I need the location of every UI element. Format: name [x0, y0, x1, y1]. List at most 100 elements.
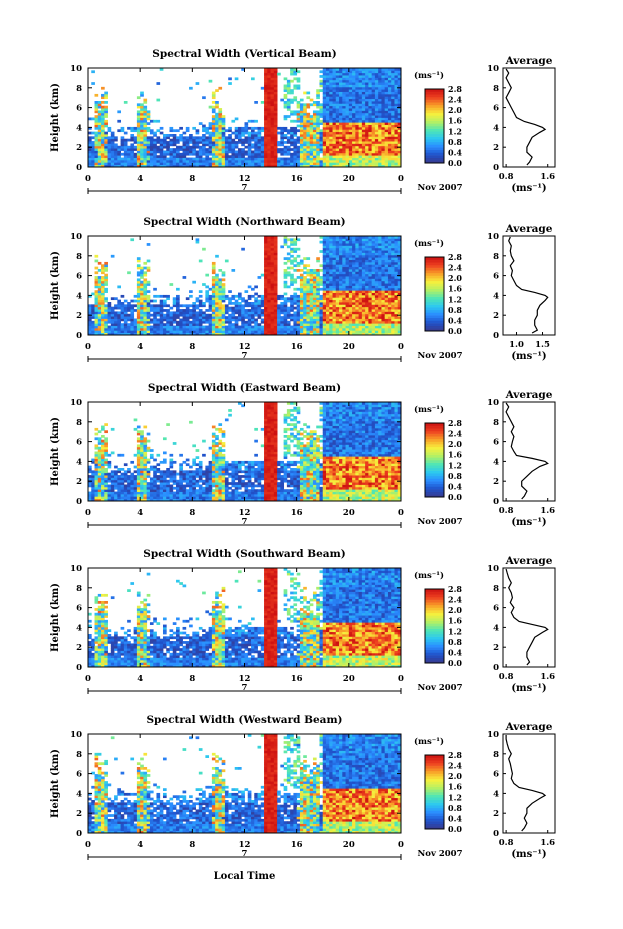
- heatmap-cell: [371, 278, 376, 282]
- heatmap-cell: [195, 155, 200, 158]
- heatmap-cell: [365, 325, 369, 329]
- heatmap-cell: [215, 306, 219, 310]
- heatmap-cell: [381, 318, 386, 322]
- heatmap-cell: [120, 164, 125, 168]
- heatmap-cell: [397, 75, 402, 78]
- heatmap-cell: [342, 304, 346, 308]
- heatmap-cell: [149, 131, 154, 135]
- heatmap-cell: [309, 330, 314, 334]
- heatmap-cell: [322, 330, 327, 334]
- heatmap-cell: [293, 320, 298, 324]
- heatmap-cell: [322, 325, 327, 329]
- heatmap-cell: [140, 294, 144, 298]
- heatmap-cell: [394, 79, 399, 83]
- heatmap-cell: [257, 316, 262, 319]
- heatmap-cell: [345, 238, 350, 242]
- heatmap-cell: [260, 332, 265, 336]
- heatmap-cell: [348, 126, 353, 130]
- heatmap-cell: [296, 287, 301, 291]
- heatmap-cell: [332, 155, 337, 158]
- heatmap-cell: [381, 117, 386, 121]
- heatmap-cell: [345, 304, 350, 308]
- heatmap-cell: [136, 159, 141, 163]
- heatmap-cell: [267, 318, 271, 322]
- heatmap-cell: [299, 273, 304, 277]
- heatmap-cell: [211, 136, 216, 140]
- heatmap-cell: [368, 145, 373, 149]
- heatmap-cell: [280, 332, 285, 336]
- heatmap-cell: [374, 152, 379, 156]
- heatmap-cell: [247, 126, 252, 130]
- heatmap-cell: [306, 257, 311, 260]
- heatmap-cell: [345, 70, 350, 74]
- heatmap-cell: [293, 98, 298, 102]
- heatmap-cell: [365, 283, 369, 286]
- heatmap-cell: [378, 150, 382, 154]
- heatmap-cell: [329, 311, 333, 315]
- heatmap-cell: [394, 124, 399, 128]
- heatmap-cell: [156, 138, 161, 142]
- heatmap-cell: [260, 299, 265, 303]
- heatmap-cell: [309, 131, 314, 135]
- heatmap-cell: [166, 311, 170, 315]
- heatmap-cell: [358, 245, 363, 249]
- heatmap-cell: [293, 112, 298, 116]
- heatmap-cell: [355, 162, 360, 166]
- heatmap-cell: [303, 134, 307, 137]
- heatmap-cell: [322, 159, 327, 163]
- heatmap-cell: [273, 98, 278, 102]
- heatmap-cell: [224, 148, 229, 151]
- heatmap-cell: [365, 320, 369, 324]
- heatmap-cell: [384, 138, 389, 142]
- heatmap-cell: [378, 72, 382, 76]
- heatmap-cell: [358, 292, 363, 296]
- heatmap-cell: [264, 131, 268, 135]
- heatmap-cell: [101, 313, 105, 317]
- heatmap-cell: [391, 110, 395, 114]
- heatmap-cell: [374, 159, 379, 163]
- heatmap-cell: [104, 164, 108, 168]
- heatmap-cell: [218, 108, 223, 111]
- heatmap-cell: [264, 236, 268, 239]
- heatmap-cell: [101, 131, 105, 135]
- heatmap-cell: [345, 129, 350, 133]
- heatmap-cell: [368, 93, 373, 97]
- heatmap-cell: [127, 316, 131, 319]
- heatmap-cell: [195, 313, 200, 317]
- heatmap-cell: [117, 148, 121, 151]
- heatmap-cell: [394, 93, 399, 97]
- heatmap-cell: [322, 138, 327, 142]
- heatmap-cell: [339, 313, 343, 317]
- heatmap-cell: [104, 327, 108, 331]
- heatmap-cell: [339, 148, 343, 151]
- heatmap-cell: [277, 131, 281, 135]
- heatmap-cell: [378, 292, 382, 296]
- heatmap-cell: [143, 152, 148, 156]
- heatmap-cell: [329, 283, 333, 286]
- heatmap-cell: [205, 131, 210, 135]
- heatmap-cell: [198, 330, 203, 334]
- heatmap-cell: [283, 145, 288, 149]
- heatmap-cell: [339, 112, 343, 116]
- heatmap-cell: [237, 332, 242, 336]
- heatmap-cell: [329, 131, 333, 135]
- heatmap-cell: [202, 304, 206, 308]
- heatmap-cell: [316, 280, 320, 284]
- heatmap-cell: [237, 162, 242, 166]
- heatmap-cell: [361, 150, 366, 154]
- heatmap-cell: [374, 148, 379, 151]
- heatmap-cell: [316, 311, 320, 315]
- heatmap-cell: [299, 155, 304, 158]
- heatmap-cell: [290, 278, 294, 282]
- heatmap-cell: [329, 325, 333, 329]
- heatmap-cell: [394, 250, 399, 253]
- heatmap-cell: [140, 143, 144, 147]
- heatmap-cell: [273, 306, 278, 310]
- heatmap-cell: [332, 143, 337, 147]
- heatmap-cell: [244, 152, 249, 156]
- colorbar-swatch: [425, 115, 444, 119]
- heatmap-cell: [267, 269, 271, 272]
- heatmap-cell: [273, 145, 278, 149]
- heatmap-cell: [130, 148, 135, 151]
- heatmap-cell: [352, 162, 356, 166]
